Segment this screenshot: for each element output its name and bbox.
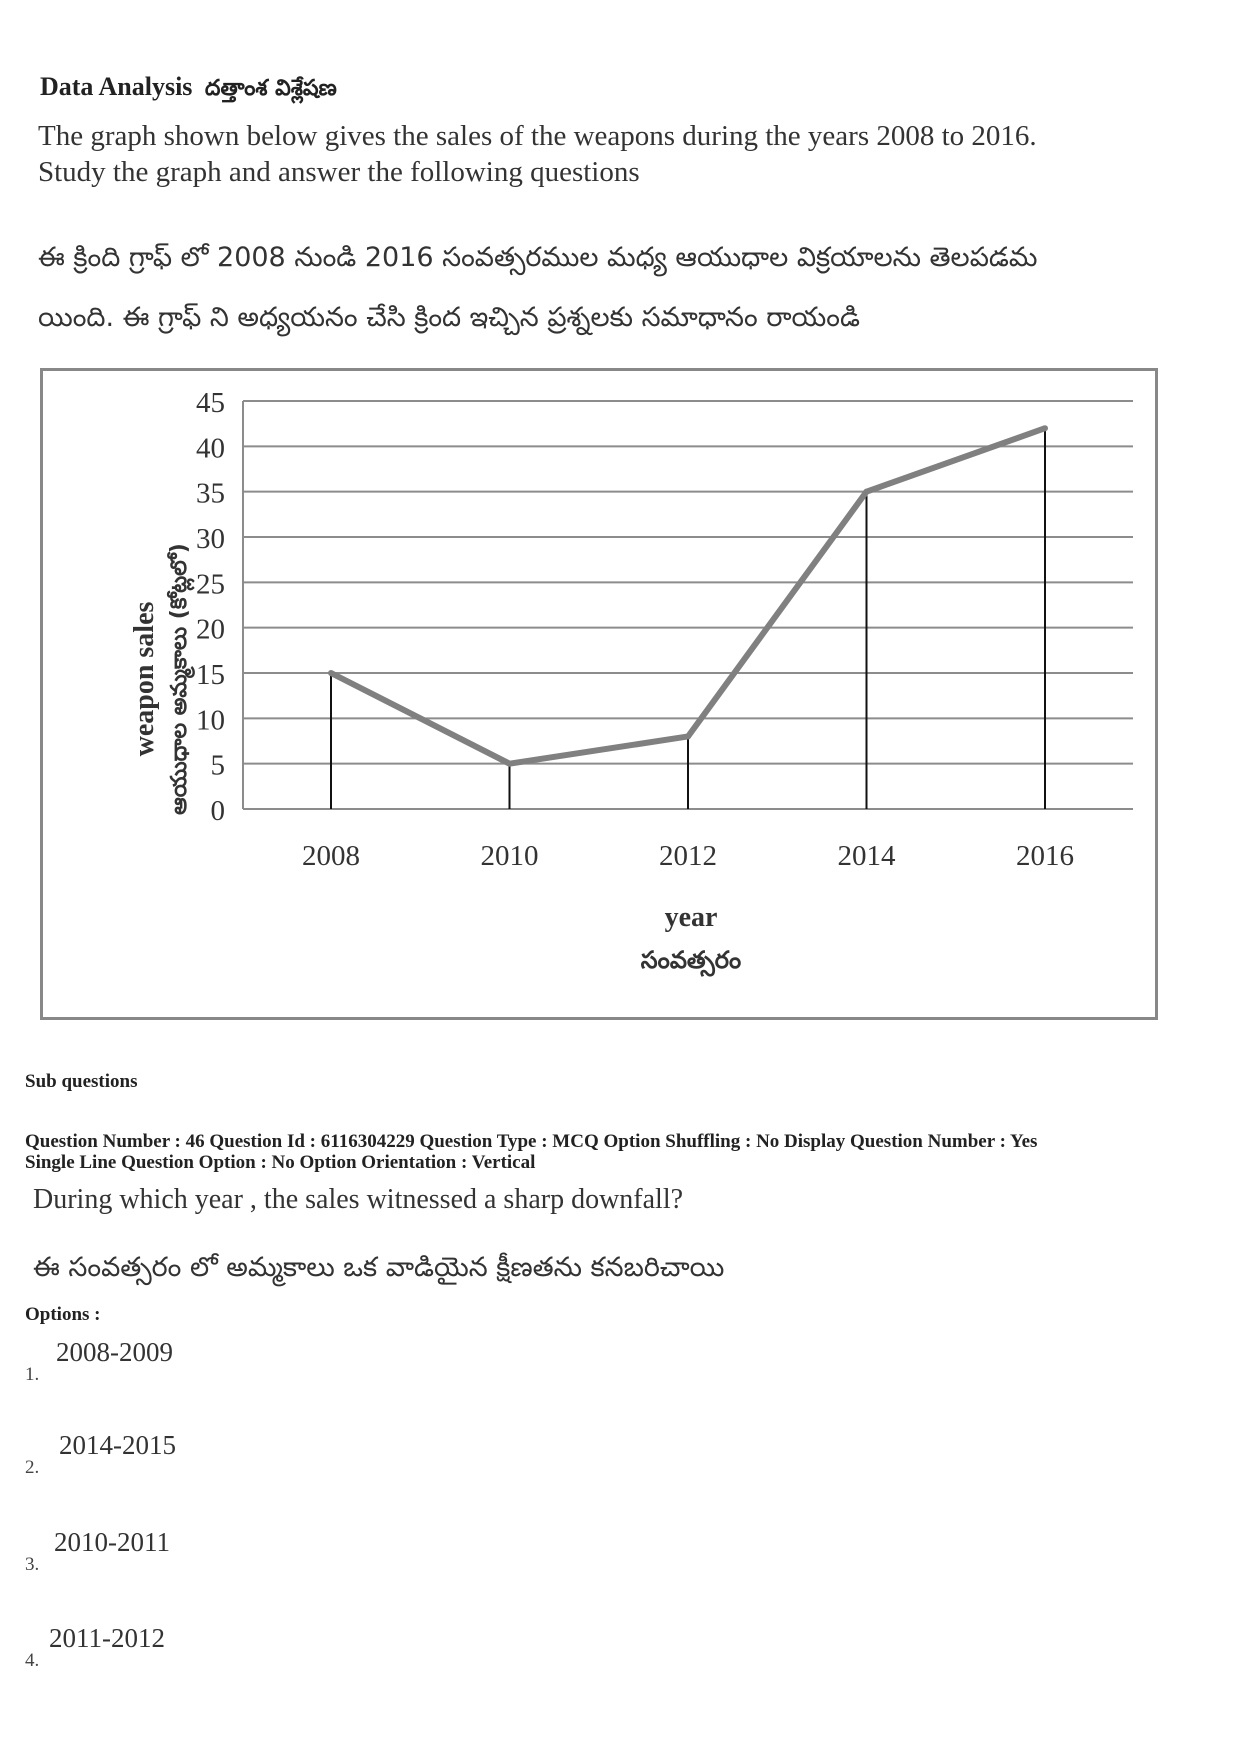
question-meta-line-2: Single Line Question Option : No Option … (25, 1152, 536, 1173)
y-tick-label: 10 (196, 704, 225, 736)
option-text: 2011-2012 (49, 1623, 165, 1653)
x-tick-label: 2016 (1016, 840, 1074, 872)
x-axis-title: year (665, 902, 718, 933)
options-label: Options : (25, 1304, 101, 1325)
x-axis-title-te: సంవత్సరం (641, 946, 741, 977)
option-number: 2. (25, 1457, 40, 1478)
data-point-2012 (685, 733, 691, 740)
y-tick-label: 5 (211, 750, 226, 782)
intro-line-2: Study the graph and answer the following… (38, 156, 640, 188)
intro-telugu: ఈ క్రింది గ్రాఫ్ లో 2008 నుండి 2016 సంవత… (38, 228, 1218, 348)
section-title-te: దత్తాంశ విశ్లేషణ (204, 76, 337, 101)
question-text-en: During which year , the sales witnessed … (33, 1184, 684, 1215)
option-text: 2008-2009 (56, 1337, 173, 1367)
y-tick-label: 20 (196, 614, 225, 646)
intro-te-line-1: ఈ క్రింది గ్రాఫ్ లో 2008 నుండి 2016 సంవత… (38, 242, 1038, 273)
y-tick-label: 30 (196, 523, 225, 555)
intro-line-1: The graph shown below gives the sales of… (38, 120, 1037, 152)
y-tick-label: 35 (196, 478, 225, 510)
data-point-2016 (1042, 425, 1048, 432)
y-tick-label: 0 (211, 795, 226, 827)
option-text: 2010-2011 (54, 1527, 170, 1557)
y-axis-title: weapon sales (129, 602, 160, 757)
y-tick-label: 45 (196, 387, 225, 419)
x-tick-label: 2012 (659, 840, 717, 872)
section-title: Data Analysis దత్తాంశ విశ్లేషణ (40, 72, 337, 106)
option-number: 3. (25, 1554, 40, 1575)
option-number: 1. (25, 1364, 40, 1385)
question-meta: Question Number : 46 Question Id : 61163… (25, 1131, 1225, 1173)
question-meta-line-1: Question Number : 46 Question Id : 61163… (25, 1131, 1038, 1152)
y-tick-label: 25 (196, 568, 225, 600)
intro-te-line-2: యింది. ఈ గ్రాఫ్ ని అధ్యయనం చేసి క్రింద ఇ… (38, 302, 860, 333)
data-point-2014 (863, 488, 870, 495)
series-line (329, 425, 1047, 767)
intro-english: The graph shown below gives the sales of… (38, 118, 1198, 190)
question-text-te: ఈ సంవత్సరం లో అమ్మకాలు ఒక వాడియైన క్షీణత… (33, 1252, 725, 1283)
chart-frame: 0 5 10 15 20 25 30 35 40 45 2008 2010 2012 2014 2016 … (40, 368, 1158, 1020)
x-tick-label: 2010 (481, 840, 539, 872)
y-tick-label: 40 (196, 432, 225, 464)
option-number: 4. (25, 1650, 40, 1671)
data-point-2008 (328, 670, 334, 676)
y-axis-title-te: ఆయుధాల అమ్మకాలు (కోట్లలో) (166, 543, 195, 815)
section-title-en: Data Analysis (40, 72, 193, 101)
sub-questions-label: Sub questions (25, 1071, 138, 1092)
x-tick-label: 2014 (838, 840, 897, 872)
y-tick-label: 15 (196, 659, 225, 691)
option-text: 2014-2015 (59, 1430, 176, 1460)
data-point-2010 (506, 760, 513, 767)
x-tick-label: 2008 (302, 840, 360, 872)
